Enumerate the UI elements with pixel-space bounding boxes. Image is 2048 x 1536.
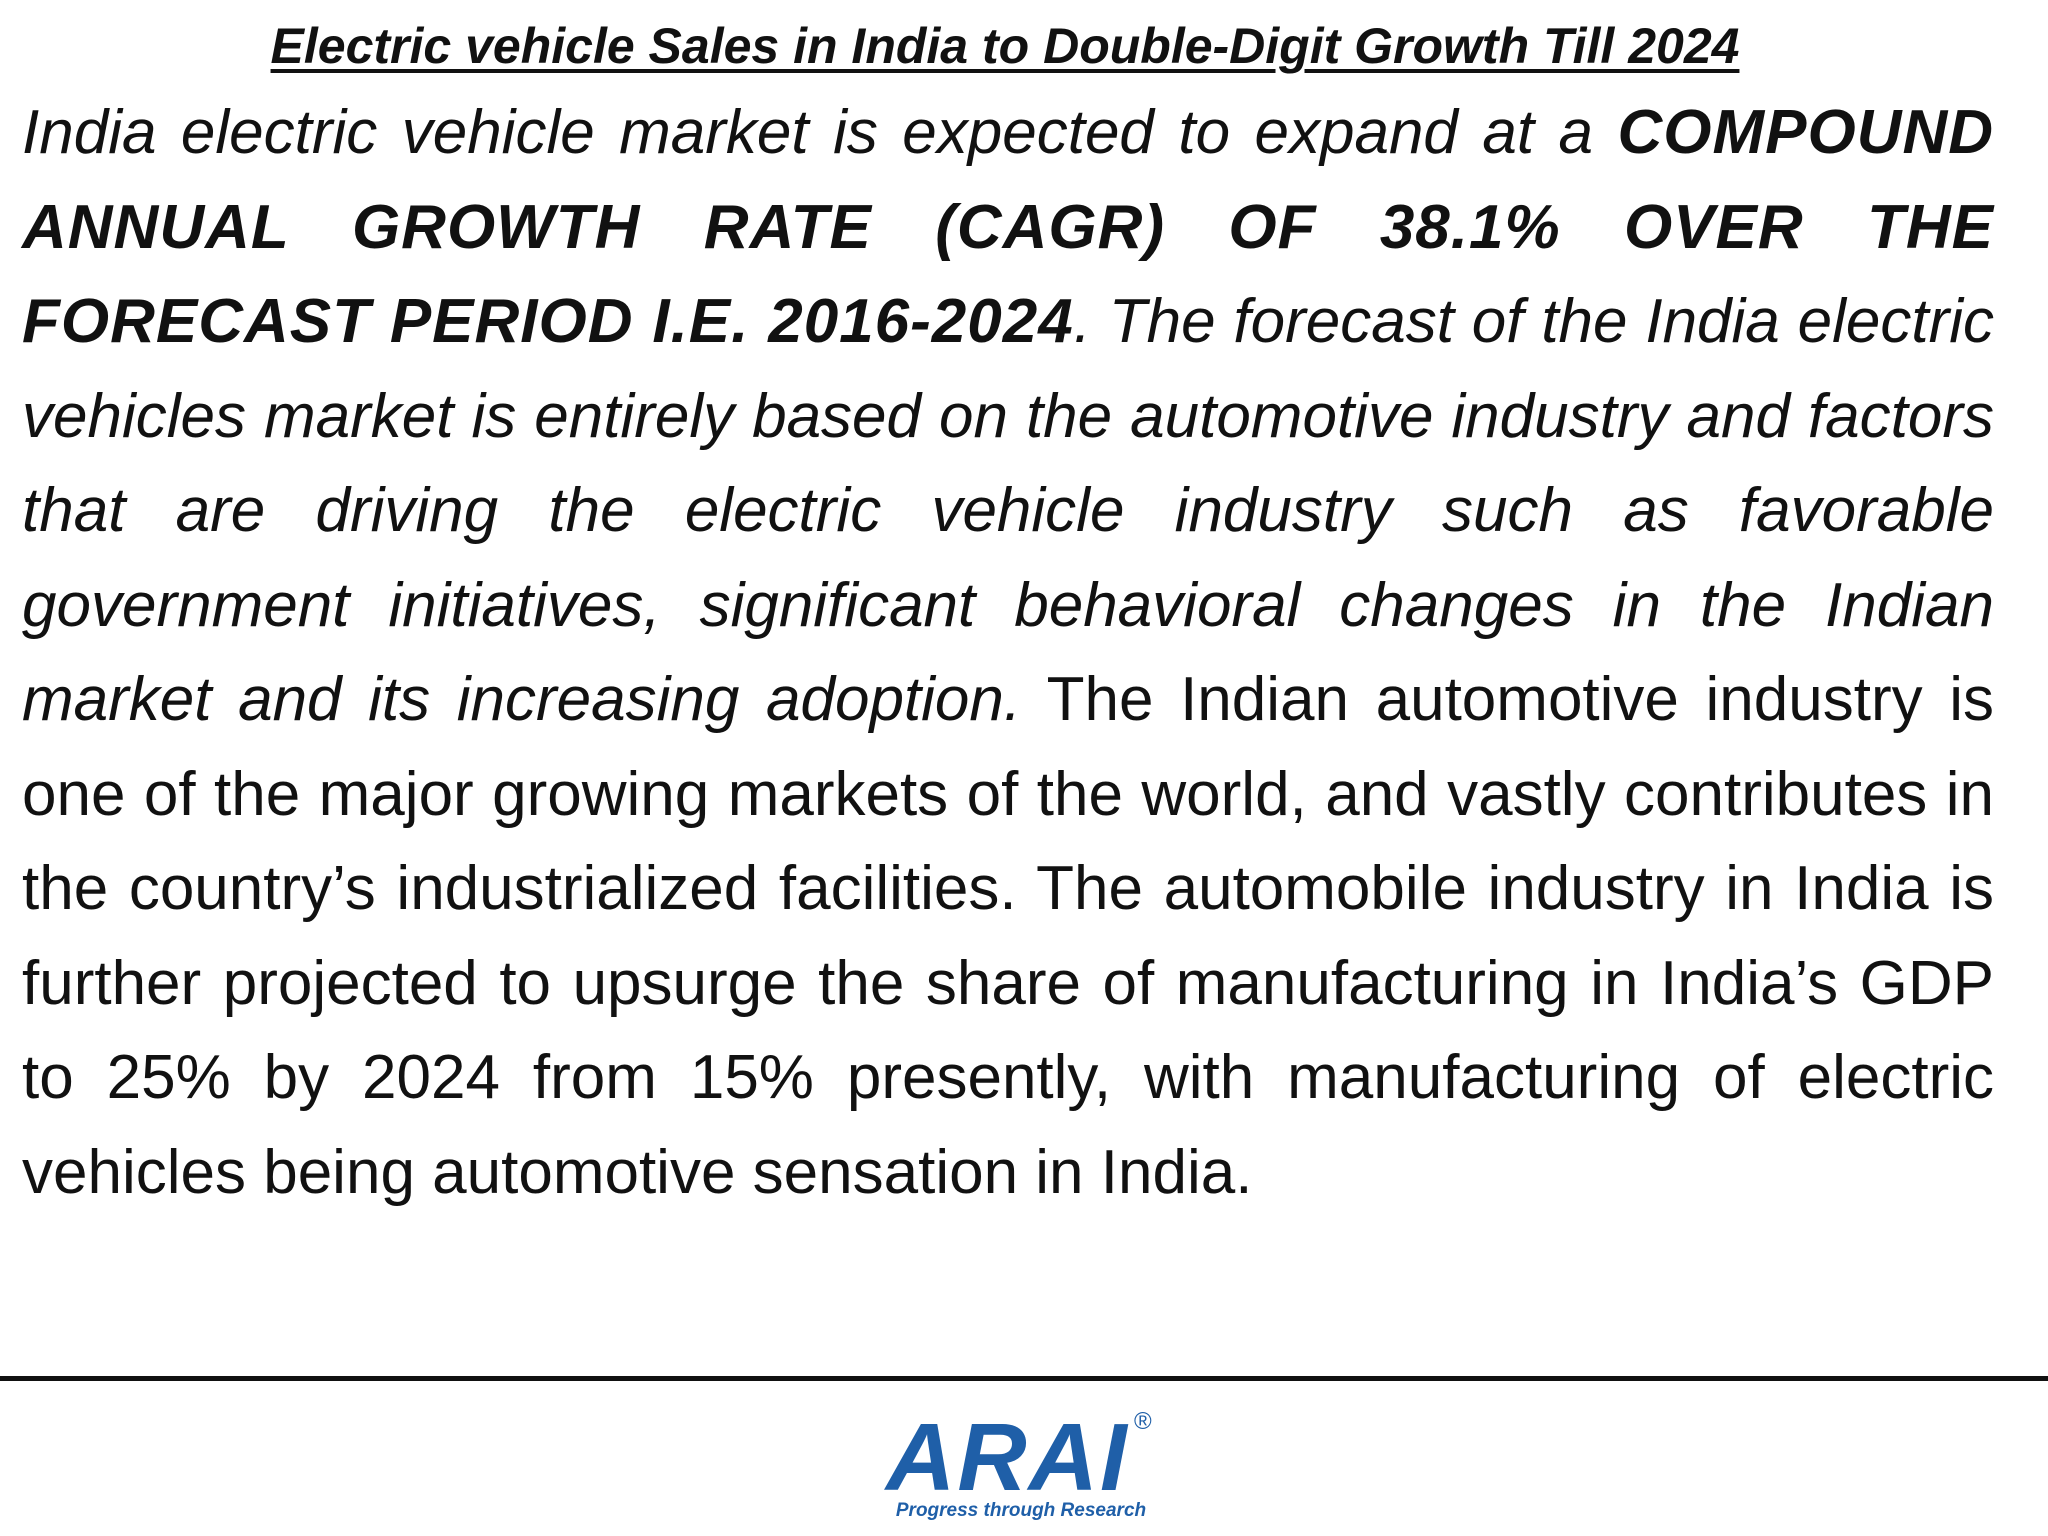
footer-divider	[0, 1376, 2048, 1381]
registered-mark-icon: ®	[1134, 1408, 1152, 1435]
page-title: Electric vehicle Sales in India to Doubl…	[270, 18, 1740, 74]
logo-wordmark: ARAI	[886, 1404, 1129, 1511]
cagr-highlight: COMPOUND ANNUAL GROWTH RATE (CAGR) OF 38…	[22, 98, 1994, 356]
arai-logo: ARAI ® Progress through Research	[872, 1408, 1172, 1526]
industry-text: The Indian automotive industry is one of…	[22, 665, 1995, 1207]
intro-text: India electric vehicle market is expecte…	[22, 98, 1593, 167]
body-paragraph: India electric vehicle market is expecte…	[22, 86, 1994, 1220]
logo-tagline: Progress through Research	[895, 1500, 1147, 1521]
forecast-text: . The forecast of the India electric veh…	[22, 287, 1994, 734]
